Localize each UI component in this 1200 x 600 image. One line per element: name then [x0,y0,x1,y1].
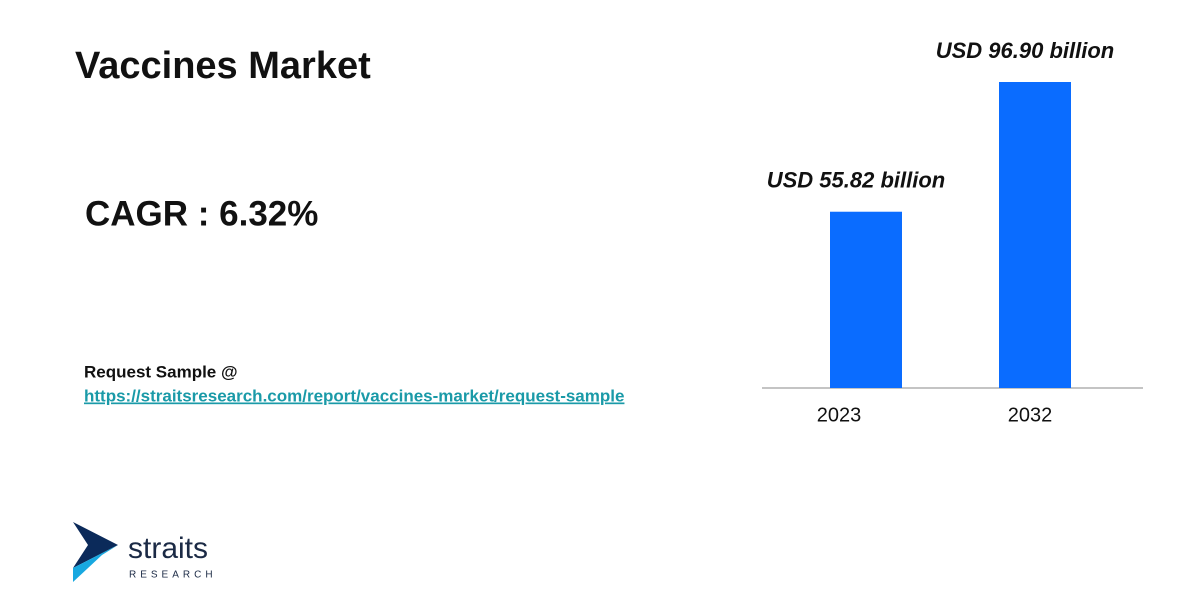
logo-mark-dark [73,522,118,568]
value-label: USD 55.82 billion [767,168,946,193]
request-link[interactable]: https://straitsresearch.com/report/vacci… [84,386,624,405]
logo: straits RESEARCH [73,522,217,582]
x-tick-label: 2032 [1008,404,1053,426]
bar [830,211,902,388]
value-label: USD 96.90 billion [936,38,1115,63]
logo-mark-light [73,545,118,582]
logo-name: straits [128,532,208,565]
bar [999,82,1071,388]
chart-title: Vaccines Market [75,45,371,87]
cagr: CAGR : 6.32% [85,194,318,233]
logo-tagline: RESEARCH [129,570,217,581]
x-tick-label: 2023 [817,404,862,426]
request-label: Request Sample @ [84,362,238,381]
